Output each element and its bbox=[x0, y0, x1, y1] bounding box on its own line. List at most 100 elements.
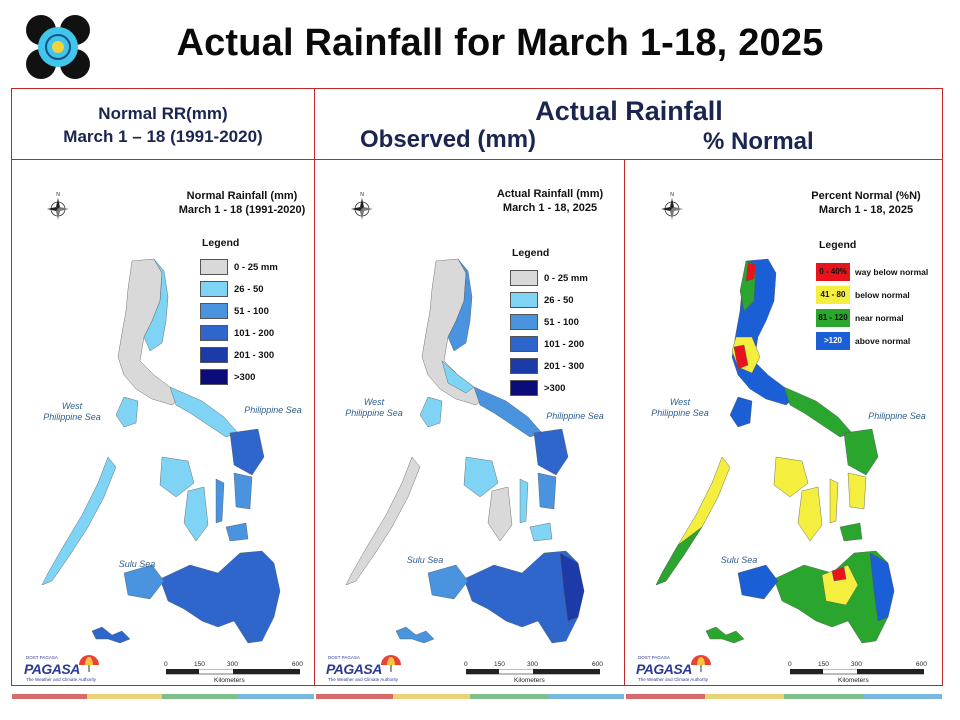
west-sea-line2: Philippine Sea bbox=[43, 412, 101, 422]
luzon-region bbox=[731, 258, 797, 406]
legend-label: 0 - 25 mm bbox=[234, 261, 278, 273]
scale-unit: Kilometers bbox=[514, 677, 545, 684]
compass-rose-icon: N bbox=[350, 192, 374, 221]
leyte bbox=[233, 472, 253, 510]
normal-map-title-line1: Normal Rainfall (mm) bbox=[186, 190, 298, 202]
scale-tick-150: 150 bbox=[494, 661, 505, 668]
footer-stripe bbox=[87, 694, 162, 699]
legend-label: way below normal bbox=[855, 266, 929, 277]
percent-normal-map: N bbox=[655, 192, 895, 644]
legend-label: 101 - 200 bbox=[234, 327, 275, 339]
central-luzon bbox=[441, 360, 475, 394]
observed-rainfall-map: N bbox=[345, 192, 585, 644]
samar bbox=[843, 428, 879, 476]
umbrella-icon bbox=[79, 655, 99, 672]
samar bbox=[229, 428, 265, 476]
outer-frame bbox=[11, 88, 943, 686]
normal-legend: 0 - 25 mm 26 - 50 51 - 100 101 - 200 201… bbox=[200, 256, 278, 388]
west-philippine-sea-label: West Philippine Sea bbox=[334, 397, 414, 419]
legend-item: 0 - 25 mm bbox=[200, 256, 278, 278]
bohol bbox=[529, 522, 553, 542]
zambales-way-below bbox=[733, 344, 749, 370]
legend-item: 201 - 300 bbox=[510, 355, 588, 377]
percent-normal-panel: N Percent Normal (%N) March 1 - 18, 2025… bbox=[626, 161, 942, 685]
cebu bbox=[829, 478, 839, 524]
legend-item: 101 - 200 bbox=[510, 333, 588, 355]
normal-rr-heading-line1: Normal RR(mm) bbox=[98, 104, 228, 123]
cebu bbox=[215, 478, 225, 524]
observed-legend: 0 - 25 mm 26 - 50 51 - 100 101 - 200 201… bbox=[510, 267, 588, 399]
scale-tick-600: 600 bbox=[292, 661, 303, 668]
observed-heading: Observed (mm) bbox=[360, 126, 537, 153]
observed-map-title-line1: Actual Rainfall (mm) bbox=[496, 188, 604, 200]
legend-label: below normal bbox=[855, 289, 910, 300]
legend-item: >300 bbox=[510, 377, 588, 399]
footer-stripe bbox=[784, 694, 863, 699]
column-divider-1 bbox=[314, 88, 315, 686]
footer-stripe bbox=[12, 694, 87, 699]
legend-label: 51 - 100 bbox=[544, 316, 579, 328]
percent-normal-heading: % Normal bbox=[703, 128, 814, 155]
legend-swatch: 81 - 120 bbox=[816, 308, 850, 327]
west-philippine-sea-label: West Philippine Sea bbox=[32, 401, 112, 423]
palawan-south bbox=[655, 526, 703, 586]
normal-rainfall-map: N bbox=[41, 192, 281, 644]
mindanao-west bbox=[123, 564, 165, 600]
philippine-sea-label: Philippine Sea bbox=[868, 411, 926, 421]
legend-item: >300 bbox=[200, 366, 278, 388]
leyte bbox=[847, 472, 867, 510]
legend-label: 26 - 50 bbox=[234, 283, 264, 295]
percent-legend: 0 - 40% way below normal 41 - 80 below n… bbox=[816, 260, 928, 352]
legend-item: 51 - 100 bbox=[200, 300, 278, 322]
legend-label: 101 - 200 bbox=[544, 338, 585, 350]
legend-swatch bbox=[200, 369, 228, 385]
west-sea-line1: West bbox=[669, 397, 691, 407]
sulu-islands bbox=[705, 626, 745, 644]
percent-legend-title: Legend bbox=[819, 239, 857, 251]
mindanao-west bbox=[737, 564, 779, 600]
legend-label: above normal bbox=[855, 335, 911, 346]
mindanao-red-spot bbox=[831, 566, 847, 582]
legend-item: 26 - 50 bbox=[200, 278, 278, 300]
mindanao-west bbox=[427, 564, 469, 600]
normal-rr-heading-line2: March 1 – 18 (1991-2020) bbox=[63, 127, 263, 146]
negros bbox=[487, 486, 513, 542]
pagasa-wordmark: PAGASA bbox=[24, 661, 80, 677]
bohol bbox=[225, 522, 249, 542]
legend-swatch bbox=[200, 303, 228, 319]
percent-map-title: Percent Normal (%N) March 1 - 18, 2025 bbox=[796, 189, 936, 217]
actual-rainfall-heading: Actual Rainfall bbox=[535, 96, 723, 126]
normal-legend-title: Legend bbox=[202, 237, 240, 249]
panay bbox=[773, 456, 809, 498]
samar bbox=[533, 428, 569, 476]
legend-item: >120 above normal bbox=[816, 329, 928, 352]
west-sea-line1: West bbox=[61, 401, 83, 411]
percent-map-title-line1: Percent Normal (%N) bbox=[811, 190, 921, 202]
legend-label: 201 - 300 bbox=[544, 360, 585, 372]
legend-swatch: >120 bbox=[816, 331, 850, 350]
scale-bar bbox=[166, 669, 300, 675]
umbrella-icon bbox=[381, 655, 401, 672]
sulu-sea-label: Sulu Sea bbox=[118, 559, 156, 569]
footer-stripe bbox=[162, 694, 238, 699]
agency-seal-logo bbox=[24, 14, 92, 80]
legend-item: 51 - 100 bbox=[510, 311, 588, 333]
leyte bbox=[537, 472, 557, 510]
legend-swatch bbox=[510, 314, 538, 330]
sulu-islands bbox=[91, 626, 131, 644]
scale-unit: Kilometers bbox=[838, 677, 869, 684]
mindanao-east bbox=[559, 552, 585, 622]
pagasa-logo: DOST PAGASA PAGASA The Weather and Clima… bbox=[322, 655, 402, 683]
mindanao-east bbox=[869, 552, 895, 622]
pagasa-logo: DOST PAGASA PAGASA The Weather and Clima… bbox=[632, 655, 712, 683]
sulu-islands bbox=[395, 626, 435, 644]
mindanao-central-yellow bbox=[821, 564, 859, 606]
scale-tick-300: 300 bbox=[851, 661, 862, 668]
bicol-region bbox=[783, 386, 853, 438]
scale-bar bbox=[466, 669, 600, 675]
column-divider-2 bbox=[624, 159, 625, 686]
pagasa-tagline: The Weather and Climate Authority bbox=[26, 677, 96, 682]
scale-tick-600: 600 bbox=[916, 661, 927, 668]
pagasa-tag: DOST PAGASA bbox=[638, 655, 670, 660]
svg-text:N: N bbox=[56, 192, 60, 198]
